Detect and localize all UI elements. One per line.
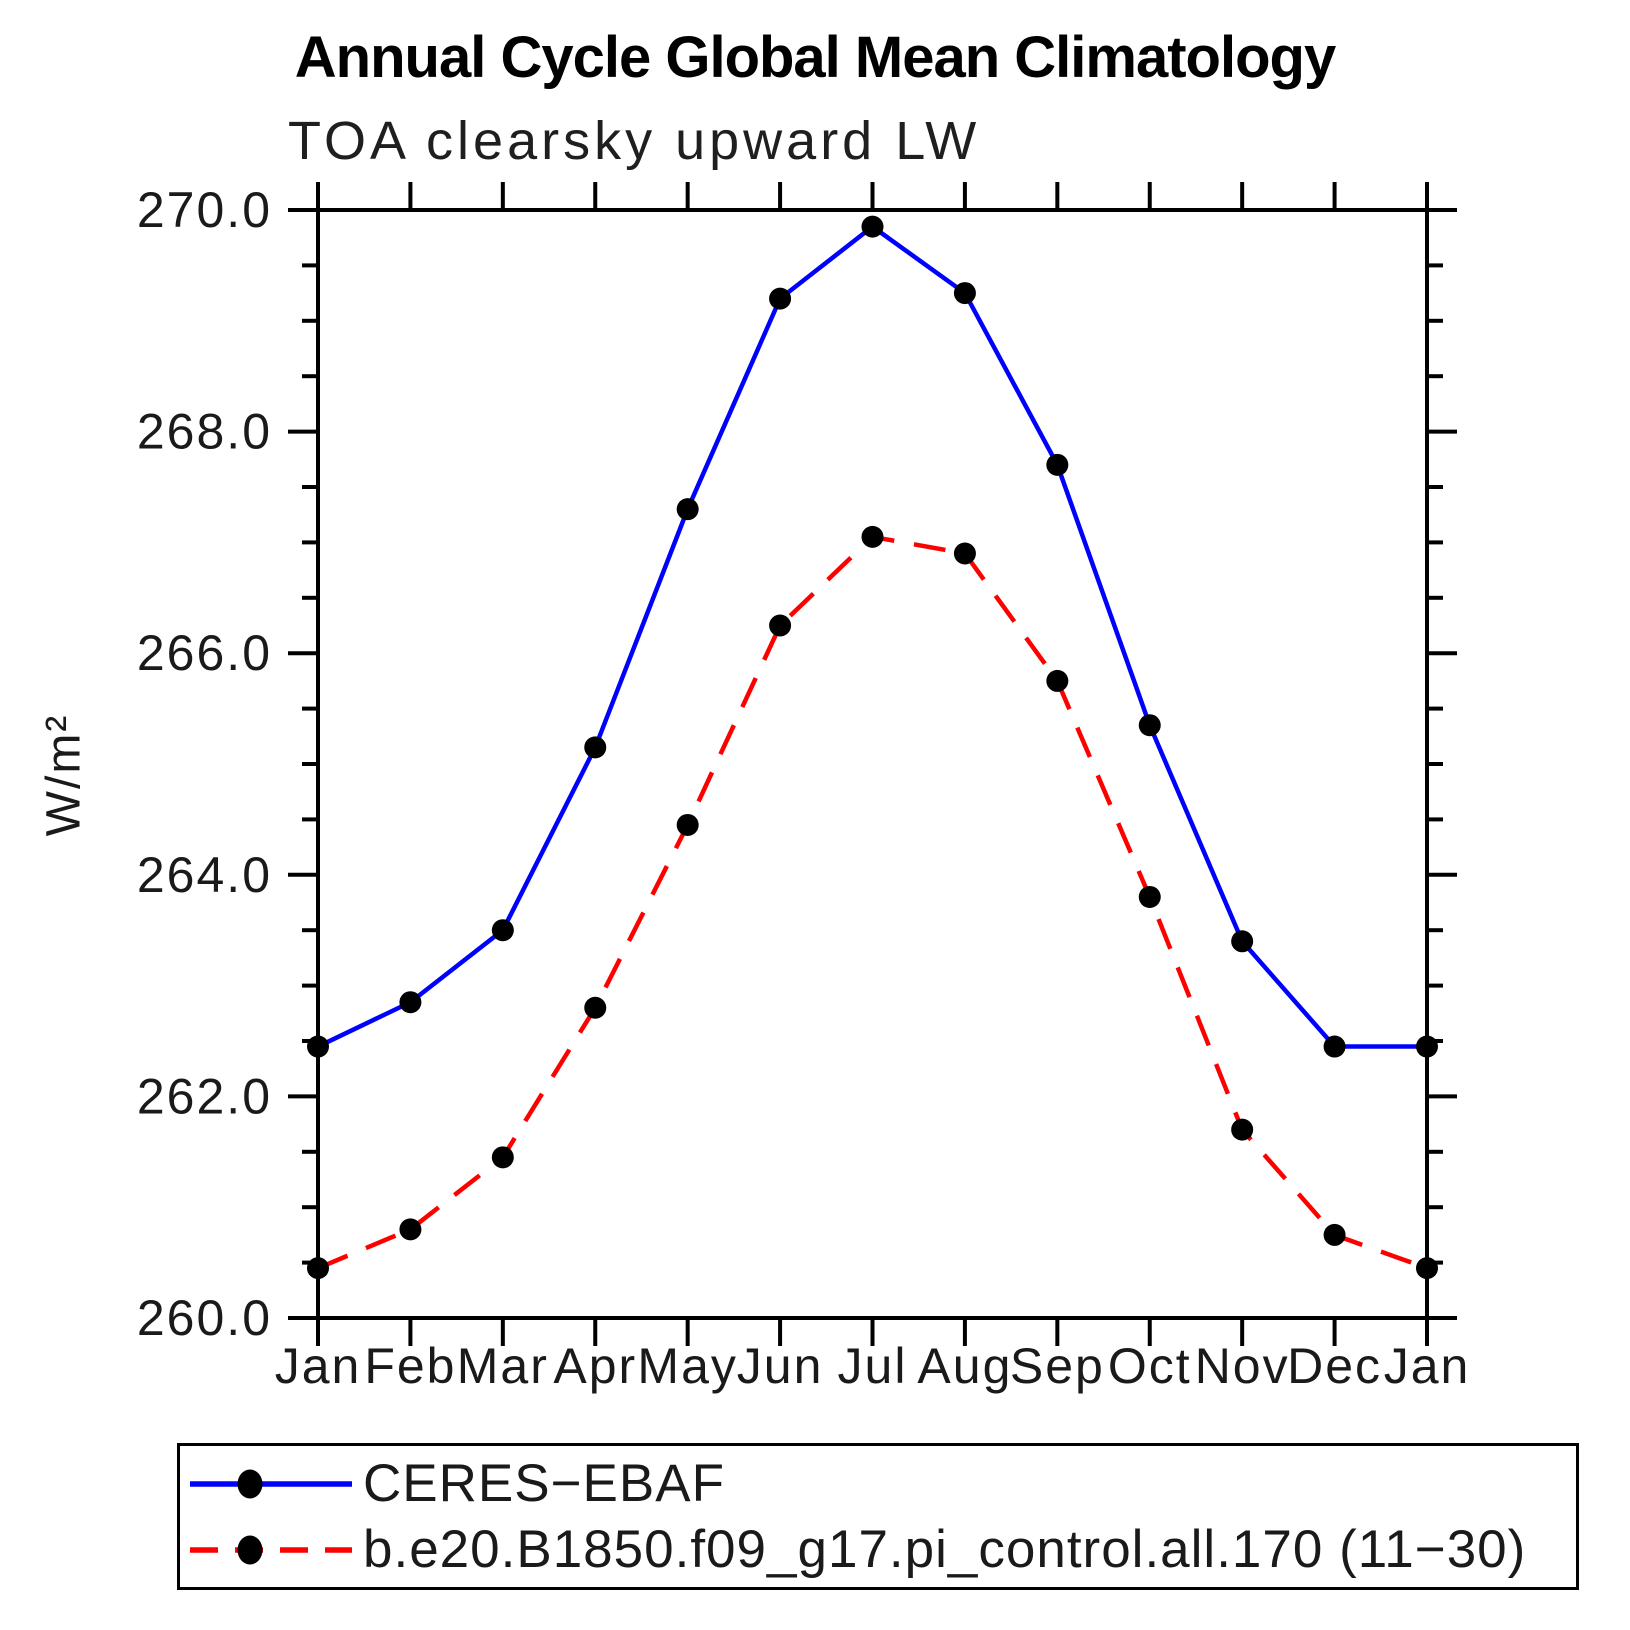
legend-label: b.e20.B1850.f09_g17.pi_control.all.170 (… [363, 1520, 1527, 1579]
legend-marker [237, 1469, 263, 1498]
legend-row: CERES−EBAF [186, 1451, 1576, 1517]
month-label: May [637, 1338, 737, 1394]
month-label: Jul [838, 1338, 908, 1394]
data-point [1231, 1118, 1254, 1141]
data-point [1416, 1035, 1438, 1058]
series-line-1 [317, 534, 1428, 1271]
legend-label: CERES−EBAF [363, 1454, 725, 1513]
data-point [1046, 669, 1069, 692]
month-label: Jun [737, 1338, 824, 1394]
y-tick-label: 270.0 [137, 182, 272, 238]
month-label: Aug [917, 1338, 1012, 1394]
legend-box: CERES−EBAF b.e20.B1850.f09_g17.pi_control… [177, 1443, 1579, 1590]
month-label: Feb [364, 1338, 456, 1394]
y-tick-label: 266.0 [137, 625, 272, 681]
data-point [307, 1257, 329, 1280]
data-point [584, 736, 607, 759]
legend-line-sample [190, 1469, 352, 1498]
legend-line-sample [190, 1535, 352, 1564]
data-point [399, 1218, 422, 1241]
data-point [676, 813, 699, 836]
month-label: Sep [1010, 1338, 1105, 1394]
month-label: Jan [1384, 1338, 1471, 1394]
data-point [1138, 714, 1161, 737]
month-label: Dec [1287, 1338, 1382, 1394]
y-axis-label: W/m² [38, 714, 91, 837]
y-tick-label: 264.0 [137, 847, 272, 903]
month-label: Mar [457, 1338, 549, 1394]
data-point [953, 282, 976, 305]
legend-row: b.e20.B1850.f09_g17.pi_control.all.170 (… [186, 1517, 1576, 1583]
plot-frame [316, 208, 1429, 1320]
month-label: Oct [1108, 1338, 1192, 1394]
chart-title: Annual Cycle Global Mean Climatology [294, 25, 1336, 90]
legend-marker [237, 1535, 263, 1564]
month-label: Apr [553, 1338, 637, 1394]
chart-subtitle: TOA clearsky upward LW [288, 111, 981, 171]
data-point [1416, 1257, 1438, 1280]
data-point [769, 287, 792, 310]
y-tick-label: 260.0 [137, 1290, 272, 1346]
data-point [1138, 885, 1161, 908]
data-point [953, 542, 976, 565]
data-point [1231, 930, 1254, 953]
data-point [584, 996, 607, 1019]
data-point [676, 498, 699, 521]
month-label: Nov [1195, 1338, 1290, 1394]
data-point [1046, 453, 1069, 476]
data-point [861, 215, 884, 238]
data-point [861, 525, 884, 548]
data-point [307, 1035, 329, 1058]
data-point [491, 919, 514, 942]
data-point [1323, 1035, 1346, 1058]
y-tick-label: 268.0 [137, 404, 272, 460]
data-point [1323, 1223, 1346, 1246]
data-point [491, 1146, 514, 1169]
data-point [399, 991, 422, 1014]
series-line-0 [317, 223, 1427, 1049]
data-point [769, 614, 792, 637]
y-tick-label: 262.0 [137, 1068, 272, 1124]
month-label: Jan [275, 1338, 362, 1394]
